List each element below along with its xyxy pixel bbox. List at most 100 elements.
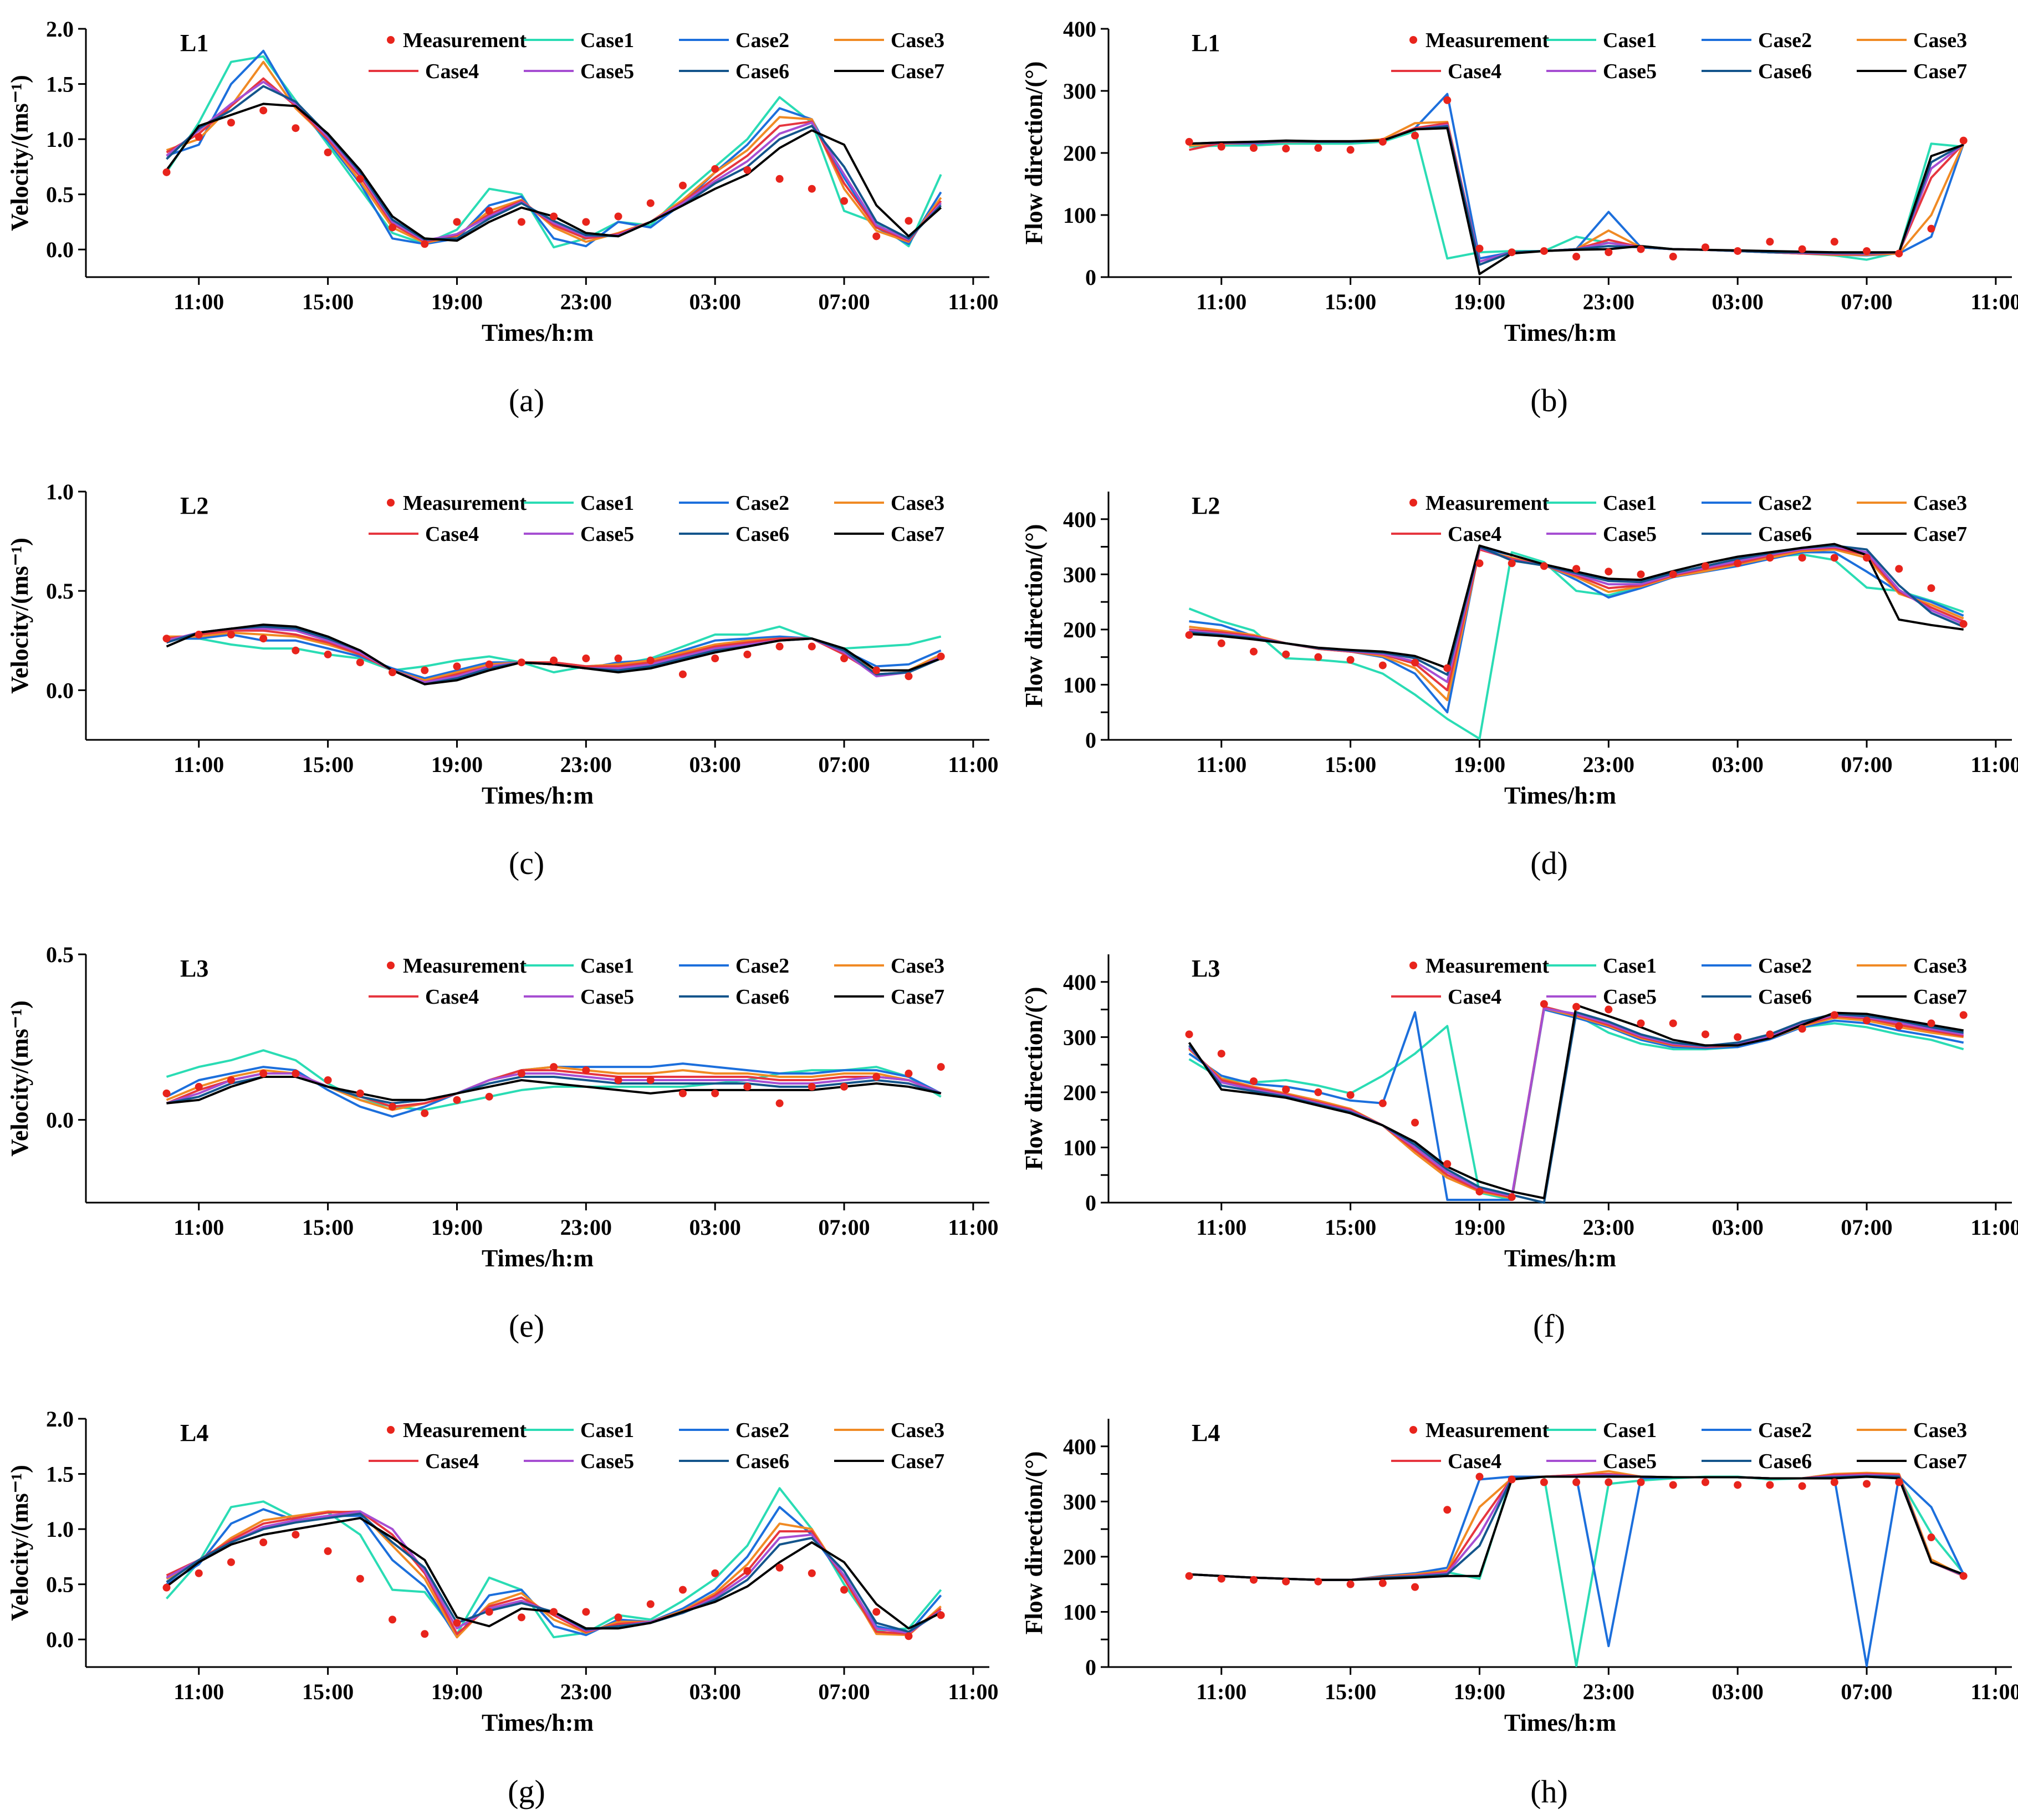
measurement-point xyxy=(937,1611,945,1619)
legend-marker-measurement xyxy=(1409,36,1417,44)
measurement-point xyxy=(1798,1482,1806,1490)
measurement-point xyxy=(1411,1583,1419,1591)
y-axis-title: Velocity/(ms⁻¹) xyxy=(6,1465,33,1621)
y-tick-label: 0.0 xyxy=(46,1627,74,1652)
x-tick-label: 19:00 xyxy=(431,752,483,777)
measurement-point xyxy=(453,1096,461,1104)
x-tick-label: 11:00 xyxy=(1196,1679,1246,1704)
measurement-point xyxy=(259,106,268,115)
measurement-point xyxy=(517,658,525,667)
x-tick-label: 11:00 xyxy=(1970,752,2018,777)
legend-label-case3: Case3 xyxy=(891,954,944,978)
legend-label-case7: Case7 xyxy=(1913,1450,1967,1473)
measurement-point xyxy=(517,218,525,226)
series-line-case1 xyxy=(1189,1473,1965,1667)
y-tick-label: 0.5 xyxy=(46,942,74,967)
measurement-point xyxy=(1701,562,1709,570)
measurement-point xyxy=(1282,1085,1290,1093)
measurement-point xyxy=(646,1076,655,1084)
x-tick-label: 23:00 xyxy=(560,289,612,314)
panel-b: 0 100 200 300 400 11:00 15:00 19:00 23:00 03:00 07… xyxy=(1020,17,2018,418)
legend-label-case2: Case2 xyxy=(735,492,789,515)
y-tick-label: 100 xyxy=(1063,203,1096,228)
y-axis-title: Velocity/(ms⁻¹) xyxy=(6,538,33,694)
measurement-point xyxy=(1669,1019,1677,1027)
measurement-point xyxy=(259,635,268,643)
panel-label: (g) xyxy=(508,1773,545,1809)
legend-label-case4: Case4 xyxy=(425,985,479,1009)
measurement-point xyxy=(195,631,203,639)
legend-label-case3: Case3 xyxy=(891,492,944,515)
legend: Measurement Case1 Case2 Case3 Case4 Case5 Case… xyxy=(1391,1419,1967,1473)
x-tick-label: 15:00 xyxy=(302,289,354,314)
panel-label: (c) xyxy=(509,845,544,881)
measurement-point xyxy=(614,1076,622,1084)
x-axis-title: Times/h:m xyxy=(482,782,594,809)
x-tick-label: 03:00 xyxy=(689,752,741,777)
series-line-case3 xyxy=(166,1510,942,1639)
legend-label-case4: Case4 xyxy=(425,523,479,546)
legend-label-case2: Case2 xyxy=(735,954,789,978)
measurement-point xyxy=(1282,1577,1290,1586)
y-tick-label: 0.0 xyxy=(46,1108,74,1133)
measurement-point xyxy=(1411,131,1419,140)
measurement-point xyxy=(453,218,461,226)
measurement-point xyxy=(808,642,816,651)
x-tick-label: 11:00 xyxy=(173,1215,224,1240)
x-tick-label: 11:00 xyxy=(948,1679,998,1704)
measurement-point xyxy=(1185,1030,1193,1039)
measurement-point xyxy=(937,1063,945,1071)
legend-label-measurement: Measurement xyxy=(403,492,527,515)
measurement-point xyxy=(485,207,493,215)
y-tick-label: 2.0 xyxy=(46,1407,74,1432)
x-tick-label: 19:00 xyxy=(1454,289,1505,314)
legend-label-case7: Case7 xyxy=(1913,523,1967,546)
measurement-point xyxy=(743,1567,752,1575)
y-tick-label: 100 xyxy=(1063,1135,1096,1160)
x-tick-label: 07:00 xyxy=(818,752,870,777)
y-tick-label: 0 xyxy=(1085,1190,1096,1215)
legend-label-case5: Case5 xyxy=(1603,60,1657,83)
x-tick-label: 03:00 xyxy=(1712,752,1764,777)
measurement-point xyxy=(775,642,784,651)
y-tick-label: 1.0 xyxy=(46,127,74,152)
measurement-point xyxy=(324,1076,332,1084)
measurement-point xyxy=(1378,1579,1387,1587)
legend-label-case1: Case1 xyxy=(1603,954,1657,978)
x-tick-label: 19:00 xyxy=(431,1215,483,1240)
x-axis-title: Times/h:m xyxy=(1504,319,1616,346)
measurement-point xyxy=(1863,1480,1871,1488)
legend-label-case6: Case6 xyxy=(735,985,789,1009)
legend-label-case1: Case1 xyxy=(1603,492,1657,515)
x-tick-label: 11:00 xyxy=(1970,289,2018,314)
measurement-point xyxy=(1637,1478,1645,1486)
legend-label-case7: Case7 xyxy=(891,1450,944,1473)
panel-f: 0 100 200 300 400 11:00 15:00 19:00 23:00 03:00 07… xyxy=(1020,954,2018,1344)
measurement-point xyxy=(1572,1003,1581,1011)
legend-label-case2: Case2 xyxy=(1758,29,1812,52)
measurement-point xyxy=(162,168,171,176)
series-line-case4 xyxy=(1189,1473,1964,1581)
legend-label-case3: Case3 xyxy=(1913,1419,1967,1442)
measurement-point xyxy=(1282,145,1290,153)
measurement-point xyxy=(1637,245,1645,253)
measurement-point xyxy=(1830,1011,1838,1019)
measurement-point xyxy=(1734,559,1742,568)
legend-label-case7: Case7 xyxy=(891,60,944,83)
measurement-point xyxy=(389,1102,397,1111)
measurement-point xyxy=(259,1538,268,1547)
measurement-point xyxy=(1863,1016,1871,1025)
measurement-point xyxy=(292,646,300,655)
x-tick-label: 11:00 xyxy=(948,1215,998,1240)
legend-label-case5: Case5 xyxy=(1603,523,1657,546)
series-line-case4 xyxy=(166,629,942,684)
measurement-point xyxy=(1475,1188,1484,1196)
measurement-point xyxy=(1863,554,1871,562)
series-line-case1 xyxy=(166,1049,942,1111)
measurement-point xyxy=(808,1082,816,1091)
measurement-point xyxy=(356,1089,364,1097)
y-axis-title: Flow direction/(°) xyxy=(1020,987,1048,1170)
measurement-point xyxy=(356,175,364,183)
measurement-point xyxy=(1863,247,1871,255)
measurement-point xyxy=(678,1089,687,1097)
